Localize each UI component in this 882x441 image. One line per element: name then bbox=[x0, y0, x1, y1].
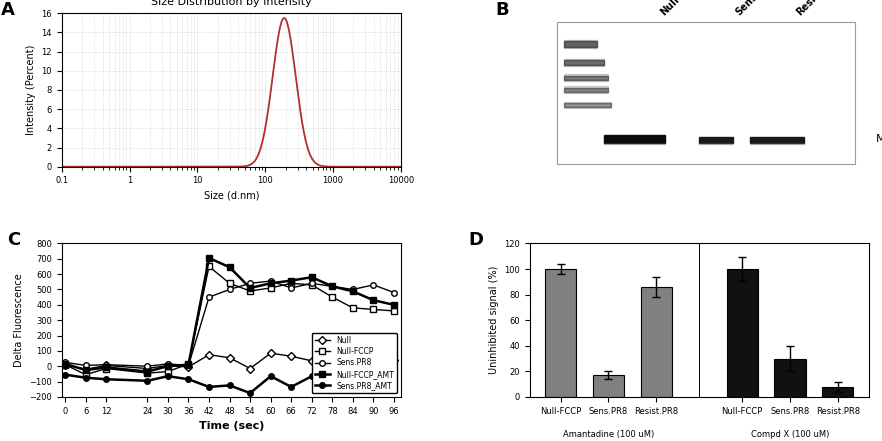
Text: D: D bbox=[468, 231, 483, 249]
Bar bbox=[557, 22, 856, 164]
Title: Size Distribution by Intensity: Size Distribution by Intensity bbox=[151, 0, 311, 7]
Bar bbox=[564, 59, 604, 60]
Bar bbox=[564, 107, 611, 108]
Bar bbox=[564, 64, 604, 66]
Text: M2: M2 bbox=[876, 134, 882, 144]
Bar bbox=[564, 41, 597, 47]
Bar bbox=[564, 103, 611, 107]
Bar bbox=[564, 40, 597, 41]
Bar bbox=[699, 142, 733, 145]
Bar bbox=[564, 74, 608, 75]
Text: Sens.PR8: Sens.PR8 bbox=[733, 0, 777, 18]
Text: Compd X (100 uM): Compd X (100 uM) bbox=[751, 430, 829, 439]
Bar bbox=[564, 79, 608, 81]
Text: C: C bbox=[7, 231, 21, 249]
Bar bbox=[564, 86, 608, 88]
Bar bbox=[727, 269, 758, 397]
Text: A: A bbox=[1, 1, 15, 19]
Bar bbox=[593, 375, 624, 397]
Text: Null: Null bbox=[659, 0, 681, 18]
Bar bbox=[604, 135, 665, 143]
Y-axis label: Delta Fluorescence: Delta Fluorescence bbox=[14, 273, 24, 367]
Y-axis label: Uninhibited signal (%): Uninhibited signal (%) bbox=[489, 266, 498, 374]
Text: Resist.PR8: Resist.PR8 bbox=[794, 0, 843, 18]
Bar bbox=[564, 102, 611, 103]
Bar bbox=[699, 137, 733, 143]
Bar bbox=[564, 92, 608, 93]
X-axis label: Size (d.nm): Size (d.nm) bbox=[204, 191, 259, 201]
Text: B: B bbox=[496, 1, 510, 19]
Bar bbox=[564, 60, 604, 65]
Bar bbox=[640, 287, 672, 397]
Bar bbox=[604, 142, 665, 145]
Y-axis label: Intensity (Percent): Intensity (Percent) bbox=[26, 45, 36, 135]
Bar bbox=[822, 387, 854, 397]
Bar bbox=[774, 359, 805, 397]
Bar bbox=[564, 46, 597, 48]
Bar bbox=[750, 142, 804, 145]
Legend: Null, Null-FCCP, Sens.PR8, Null-FCCP_AMT, Sens.PR8_AMT: Null, Null-FCCP, Sens.PR8, Null-FCCP_AMT… bbox=[311, 333, 397, 393]
Bar bbox=[545, 269, 576, 397]
Bar bbox=[564, 75, 608, 80]
X-axis label: Time (sec): Time (sec) bbox=[198, 421, 264, 431]
Bar bbox=[750, 137, 804, 143]
Bar bbox=[564, 88, 608, 92]
Text: Amantadine (100 uM): Amantadine (100 uM) bbox=[563, 430, 654, 439]
